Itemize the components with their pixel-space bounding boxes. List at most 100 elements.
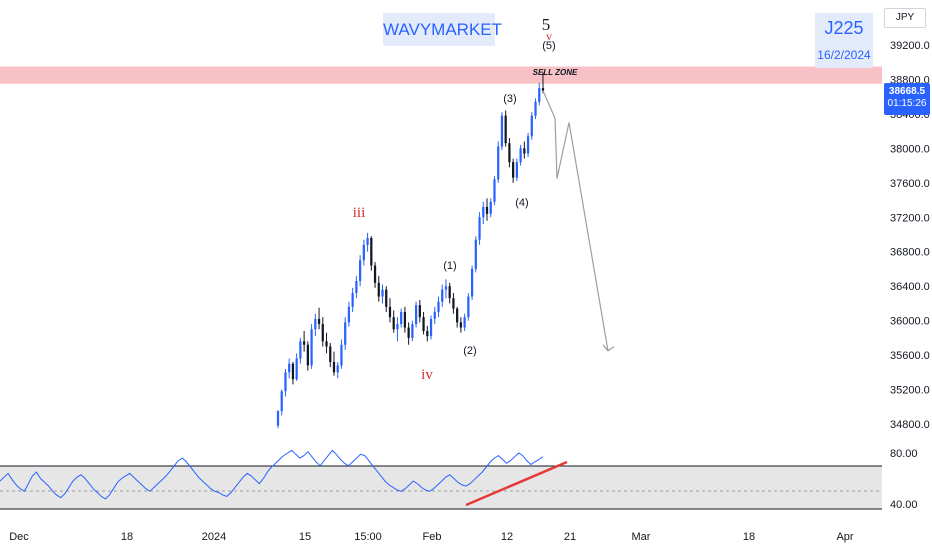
price-tick-label: 38000.0 [890,143,930,155]
candle-body [478,217,481,240]
candle [362,239,365,266]
candle-body [504,115,507,144]
candle-body [441,289,444,302]
candle-body [500,115,504,147]
candle [426,325,429,342]
candle [306,341,309,371]
candle [299,337,302,364]
candle-body [377,282,380,297]
candle [373,262,377,288]
time-tick-label: Mar [632,531,651,543]
candle-body [538,88,541,102]
rsi-trendline[interactable] [465,460,568,507]
time-tick-label: 18 [743,531,755,543]
rsi-series [0,449,544,500]
candle-body [280,391,283,412]
candle [303,330,306,352]
candle-body [459,322,463,328]
candle [418,299,421,323]
candle-body [329,346,332,362]
candle [541,72,545,94]
candle-body [530,115,533,137]
time-tick-label: 18 [121,531,133,543]
price-candles [276,72,545,429]
candle-body [429,318,433,337]
candle [276,410,280,429]
rsi-axis[interactable]: 80.00 40.00 [890,448,918,511]
candle-body [306,344,309,366]
candle-body [474,239,477,269]
time-tick-label: Dec [9,531,29,543]
time-tick-label: 2024 [202,531,226,543]
candle-body [508,143,511,163]
currency-button[interactable]: JPY [884,8,926,28]
wave-label-v: v [546,29,552,43]
price-tick-label: 36800.0 [890,247,930,259]
price-tick-label: 37600.0 [890,178,930,190]
candle-body [388,306,392,318]
candle-body [426,330,429,337]
candle-body [325,341,328,347]
candle-body [414,305,418,325]
sell-zone-band [0,66,882,84]
candle-body [444,286,448,290]
candle [329,343,332,368]
rsi-tick-label: 40.00 [890,499,918,511]
time-tick-label: 15:00 [354,531,382,543]
candle-body [482,206,485,218]
candle-body [299,341,302,359]
candle [288,358,291,379]
candle-body [489,201,492,214]
time-tick-label: 12 [501,531,513,543]
last-price-tag: 38668.5 01:15:26 [884,83,930,115]
rsi-tick-label: 80.00 [890,448,918,460]
candle [344,317,347,350]
candle [280,389,283,416]
candle [340,339,343,369]
wave-label-1: (1) [443,260,456,272]
wave-label-2: (2) [463,345,476,357]
candle [407,322,410,345]
candle-body [340,344,343,366]
candle [534,98,537,120]
candle-body [332,361,336,373]
candle [310,324,313,369]
candle [452,293,455,314]
candle-body [381,289,384,297]
candle-body [422,317,425,331]
wave-label-5: (5) [542,40,555,52]
candle [441,284,444,307]
candle [325,332,328,354]
candle-body [497,146,500,180]
candle-body [470,268,474,297]
candle-body [288,363,291,373]
candle [414,301,418,328]
candle-body [523,148,526,154]
sell-zone-label: SELL ZONE [533,68,578,77]
candle-body [362,244,365,261]
candle-body [347,306,351,323]
candle-body [314,318,317,330]
projection-arrowhead [602,344,615,352]
candle-body [321,324,324,342]
time-tick-label: 21 [564,531,576,543]
time-axis[interactable]: Dec 18 2024 15 15:00 Feb 12 21 Mar 18 Apr [9,531,854,543]
time-tick-label: 15 [299,531,311,543]
last-price-value: 38668.5 [888,86,926,97]
price-tick-label: 36000.0 [890,316,930,328]
candle-body [452,298,455,309]
candle-body [448,286,451,299]
wave-projection-path [542,90,615,352]
candle [314,313,317,337]
symbol-label: J225 [824,18,864,38]
price-tick-label: 36400.0 [890,281,930,293]
candle [444,279,448,299]
candle [366,232,369,252]
candle-body [373,265,377,283]
candle [515,158,518,182]
candle-body [284,372,287,392]
candle [508,138,511,168]
candle [530,112,533,140]
candle [459,317,463,333]
